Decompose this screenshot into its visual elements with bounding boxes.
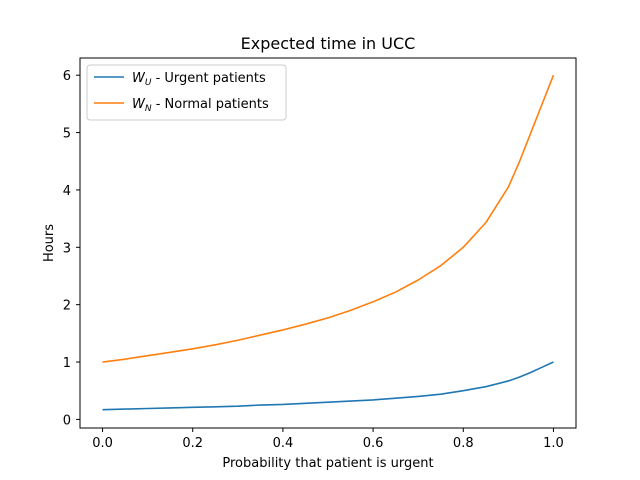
y-tick-label: 2 (63, 299, 71, 314)
legend-label-urgent: WU - Urgent patients (132, 71, 266, 88)
legend-label-subscript: U (145, 78, 152, 88)
x-tick-label: 0.4 (273, 436, 294, 451)
legend-box (86, 64, 287, 121)
series-line-normal (102, 74, 555, 363)
legend-label-subscript: N (145, 104, 152, 114)
plot-area: 0.0 0.2 0.4 0.6 0.8 1.0 0 1 2 3 4 5 6 (63, 57, 577, 451)
chart-title: Expected time in UCC (241, 34, 416, 53)
y-tick-label: 3 (63, 241, 71, 256)
y-tick-label: 5 (63, 127, 71, 142)
y-tick-label: 1 (63, 356, 71, 371)
legend-label-main: W (132, 71, 146, 86)
legend-label-text: - Urgent patients (151, 71, 266, 86)
y-tick-label: 4 (63, 184, 71, 199)
legend-label-main: W (132, 97, 146, 112)
x-axis-ticks: 0.0 0.2 0.4 0.6 0.8 1.0 (92, 428, 564, 451)
y-tick-label: 0 (63, 413, 71, 428)
y-axis-label: Hours (42, 224, 57, 262)
plot-frame (79, 57, 577, 429)
legend-label-text: - Normal patients (152, 97, 269, 112)
x-tick-label: 1.0 (543, 436, 564, 451)
x-tick-label: 0.6 (363, 436, 384, 451)
y-tick-label: 6 (63, 69, 71, 84)
x-tick-label: 0.8 (453, 436, 474, 451)
x-tick-label: 0.2 (182, 436, 203, 451)
x-axis-label: Probability that patient is urgent (222, 456, 433, 471)
series-line-urgent (102, 361, 554, 411)
y-axis-ticks: 0 1 2 3 4 5 6 (63, 69, 80, 428)
legend-label-normal: WN - Normal patients (132, 97, 269, 114)
series-layer (102, 74, 555, 411)
x-tick-label: 0.0 (92, 436, 113, 451)
